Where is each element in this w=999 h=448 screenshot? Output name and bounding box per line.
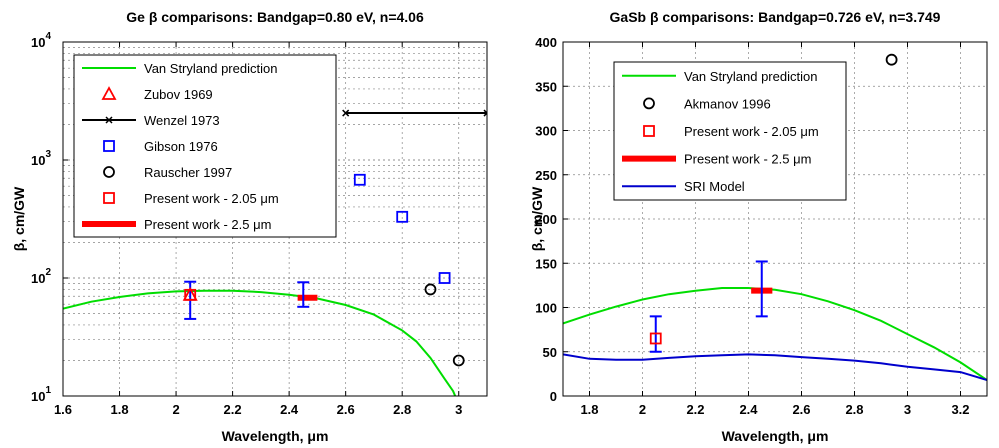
y-tick-label: 400 [535,35,557,50]
y-tick-label: 100 [535,301,557,316]
legend-label: Van Stryland prediction [684,69,817,84]
chart-panel-1: 1.6 1.8 2 2.2 2.4 2.6 2.8 3 101 102 103 104 Ge β com… [11,9,488,444]
series-rauscher-1997-point [424,283,437,296]
legend-entry: Present work - 2.5 μm [622,152,811,167]
x-tick-label: 2.2 [686,402,704,417]
x-tick-label: 1.6 [54,402,72,417]
legend-label: Present work - 2.05 μm [144,191,279,206]
x-tick-label: 2 [172,402,179,417]
series-gibson-1976-point [438,272,451,284]
y-tick-label: 150 [535,256,557,271]
legend-label: Van Stryland prediction [144,61,277,76]
legend-label: Present work - 2.5 μm [144,217,271,232]
legend-label: Gibson 1976 [144,139,218,154]
series-wenzel-1973-point [342,109,350,117]
x-tick-label: 2.4 [739,402,758,417]
series-van-stryland-prediction-line [563,287,987,381]
x-tick-label: 3 [455,402,462,417]
legend-box [73,54,337,238]
x-tick-label: 2.4 [280,402,299,417]
series-wenzel-1973-point [483,109,487,117]
x-tick-label: 1.8 [580,402,598,417]
series-gibson-1976-point [396,210,409,223]
x-tick-label: 1.8 [110,402,128,417]
y-tick-label: 104 [31,31,51,50]
legend-entry: Gibson 1976 [103,139,218,154]
y-tick-label: 200 [535,212,557,227]
x-axis-label: Wavelength, μm [722,428,829,444]
legend-marker-swatch [105,116,113,124]
error-bar [755,260,768,318]
legend-entry: Zubov 1969 [101,86,213,102]
legend-label: Rauscher 1997 [144,165,232,180]
legend-label: SRI Model [684,179,745,194]
series-gibson-1976-point [353,173,366,186]
y-axis-label: β, cm/GW [11,186,27,251]
x-tick-label: 2.8 [845,402,863,417]
chart-title: GaSb β comparisons: Bandgap=0.726 eV, n=… [610,9,941,25]
legend-marker-swatch [101,86,117,100]
chart-title: Ge β comparisons: Bandgap=0.80 eV, n=4.0… [126,9,424,25]
x-axis-label: Wavelength, μm [222,428,329,444]
legend-entry: Present work - 2.05 μm [103,191,279,206]
legend-entry: Wenzel 1973 [82,113,220,128]
legend-label: Present work - 2.5 μm [684,152,811,167]
x-tick-label: 2.2 [224,402,242,417]
x-tick-label: 3 [904,402,911,417]
legend-entry: Rauscher 1997 [103,165,232,180]
legend-entry: Van Stryland prediction [82,61,277,76]
y-tick-label: 50 [543,345,557,360]
series-present-work-2-05-m-point [649,332,662,345]
legend-marker-swatch [643,125,655,137]
x-tick-label: 2.6 [792,402,810,417]
x-tick-label: 3.2 [951,402,969,417]
y-tick-label: 103 [31,149,51,168]
legend-entry: Present work - 2.5 μm [82,217,271,232]
series-present-work-2-05-m-point [184,288,197,301]
legend-label: Akmanov 1996 [684,96,771,111]
chart-panel-2: 1.8 2 2.2 2.4 2.6 2.8 3 3.2 0 50 100 150 200 250 300 35… [529,9,988,444]
series-layer [63,109,487,396]
legend-marker-swatch [103,192,115,204]
series-rauscher-1997-point [452,354,465,367]
x-tick-label: 2 [639,402,646,417]
legend-label: Wenzel 1973 [144,113,220,128]
legend-marker-swatch [643,97,655,110]
legend-entry: SRI Model [622,179,745,194]
legend: Van Stryland prediction Zubov 1969 Wenzel … [73,54,337,238]
legend-box [613,61,847,201]
series-sri-model-line [563,353,987,382]
y-tick-label: 101 [31,385,51,404]
y-tick-label: 0 [550,389,557,404]
legend: Van Stryland prediction Akmanov 1996 Prese… [613,61,847,201]
y-axis-label: β, cm/GW [529,186,545,251]
y-tick-label: 102 [31,267,51,286]
y-tick-label: 250 [535,168,557,183]
legend-entry: Akmanov 1996 [643,96,771,111]
legend-entry: Van Stryland prediction [622,69,817,84]
axes-box [62,41,488,397]
error-bar [297,281,310,308]
legend-entry: Present work - 2.05 μm [643,124,819,139]
x-tick-label: 2.8 [393,402,411,417]
legend-marker-swatch [103,140,115,152]
series-layer [563,53,987,382]
legend-label: Zubov 1969 [144,87,213,102]
legend-label: Present work - 2.05 μm [684,124,819,139]
series-akmanov-1996-point [885,53,898,66]
legend-marker-swatch [103,166,115,178]
x-tick-label: 2.6 [337,402,355,417]
y-tick-label: 300 [535,124,557,139]
y-tick-label: 350 [535,79,557,94]
